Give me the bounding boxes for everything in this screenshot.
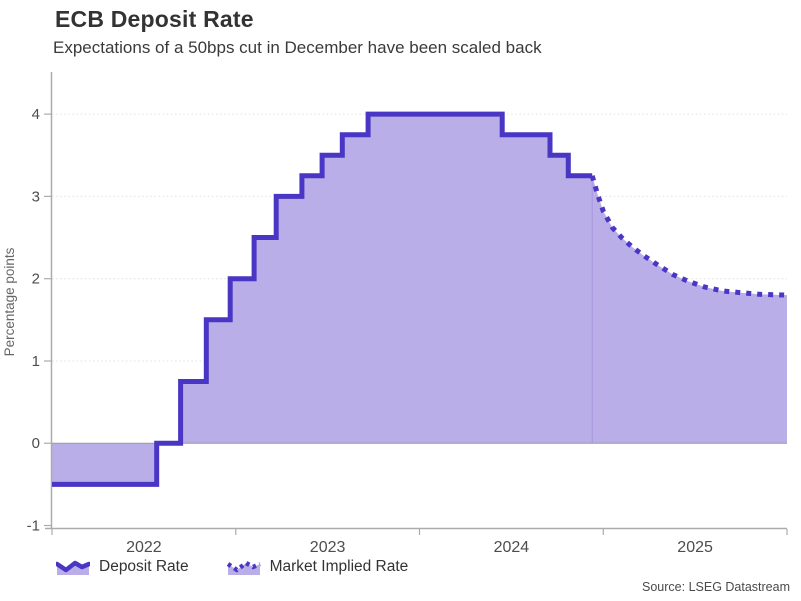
rate-area-fill (52, 114, 787, 485)
y-tick-label-1: 1 (32, 353, 40, 370)
x-tick-label-2024: 2024 (494, 539, 530, 556)
legend-label-market-implied-rate: Market Implied Rate (269, 558, 409, 575)
x-tick-label-2025: 2025 (677, 539, 713, 556)
x-tick-label-2023: 2023 (310, 539, 346, 556)
source-credit: Source: LSEG Datastream (642, 580, 790, 594)
deposit-rate-swatch-icon (56, 560, 90, 575)
x-tick-label-2022: 2022 (126, 539, 162, 556)
deposit-rate-line (52, 111, 593, 487)
legend-label-deposit-rate: Deposit Rate (99, 558, 189, 575)
legend-item-deposit-rate: Deposit Rate (56, 558, 189, 576)
y-tick-label-2: 2 (32, 271, 40, 288)
chart-title: ECB Deposit Rate (55, 6, 254, 32)
y-tick-label-4: 4 (32, 106, 40, 123)
legend: Deposit Rate Market Implied Rate (56, 558, 408, 576)
legend-item-market-implied-rate: Market Implied Rate (226, 558, 409, 576)
y-tick-label-0: 0 (32, 435, 40, 452)
market-implied-rate-swatch-icon (226, 560, 261, 575)
chart-subtitle: Expectations of a 50bps cut in December … (53, 38, 542, 57)
y-tick-label--1: -1 (27, 518, 40, 535)
y-tick-label-3: 3 (32, 188, 40, 205)
y-axis-title: Percentage points (2, 247, 17, 356)
